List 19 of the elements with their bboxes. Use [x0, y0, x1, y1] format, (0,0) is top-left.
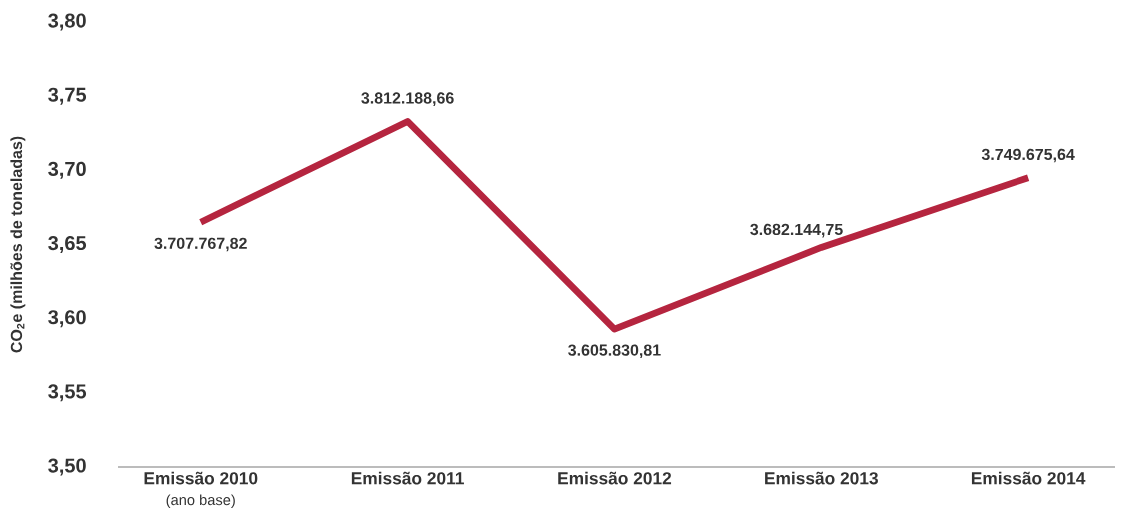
- text: (ano base): [166, 494, 235, 509]
- annotation: 3.707.767,82: [154, 237, 247, 252]
- x-tick-label: Emissão 2011: [351, 471, 464, 485]
- y-tick-label: 3,80: [48, 13, 86, 31]
- y-tick-label: 3,65: [48, 235, 87, 254]
- x-tick-label: Emissão 2010: [144, 471, 258, 485]
- x-tick-label: Emissão 2012: [558, 471, 672, 485]
- y-axis-title: CO$_{2}$e (milhões de toneladas): [10, 136, 26, 353]
- x-tick-label: Emissão 2013: [765, 471, 878, 485]
- y-tick-label: 3,75: [48, 87, 87, 105]
- annotation: 3.682.144,75: [750, 223, 843, 238]
- y-tick-label: 3,55: [48, 384, 87, 402]
- annotation: 3.812.188,66: [361, 92, 454, 106]
- y-tick-label: 3,70: [48, 161, 86, 179]
- annotation: 3.749.675,64: [981, 148, 1075, 163]
- annotation: 3.605.830,81: [568, 344, 661, 359]
- y-tick-label: 3,50: [48, 458, 86, 476]
- y-tick-label: 3,60: [48, 310, 86, 328]
- x-tick-label: Emissão 2014: [971, 471, 1086, 485]
